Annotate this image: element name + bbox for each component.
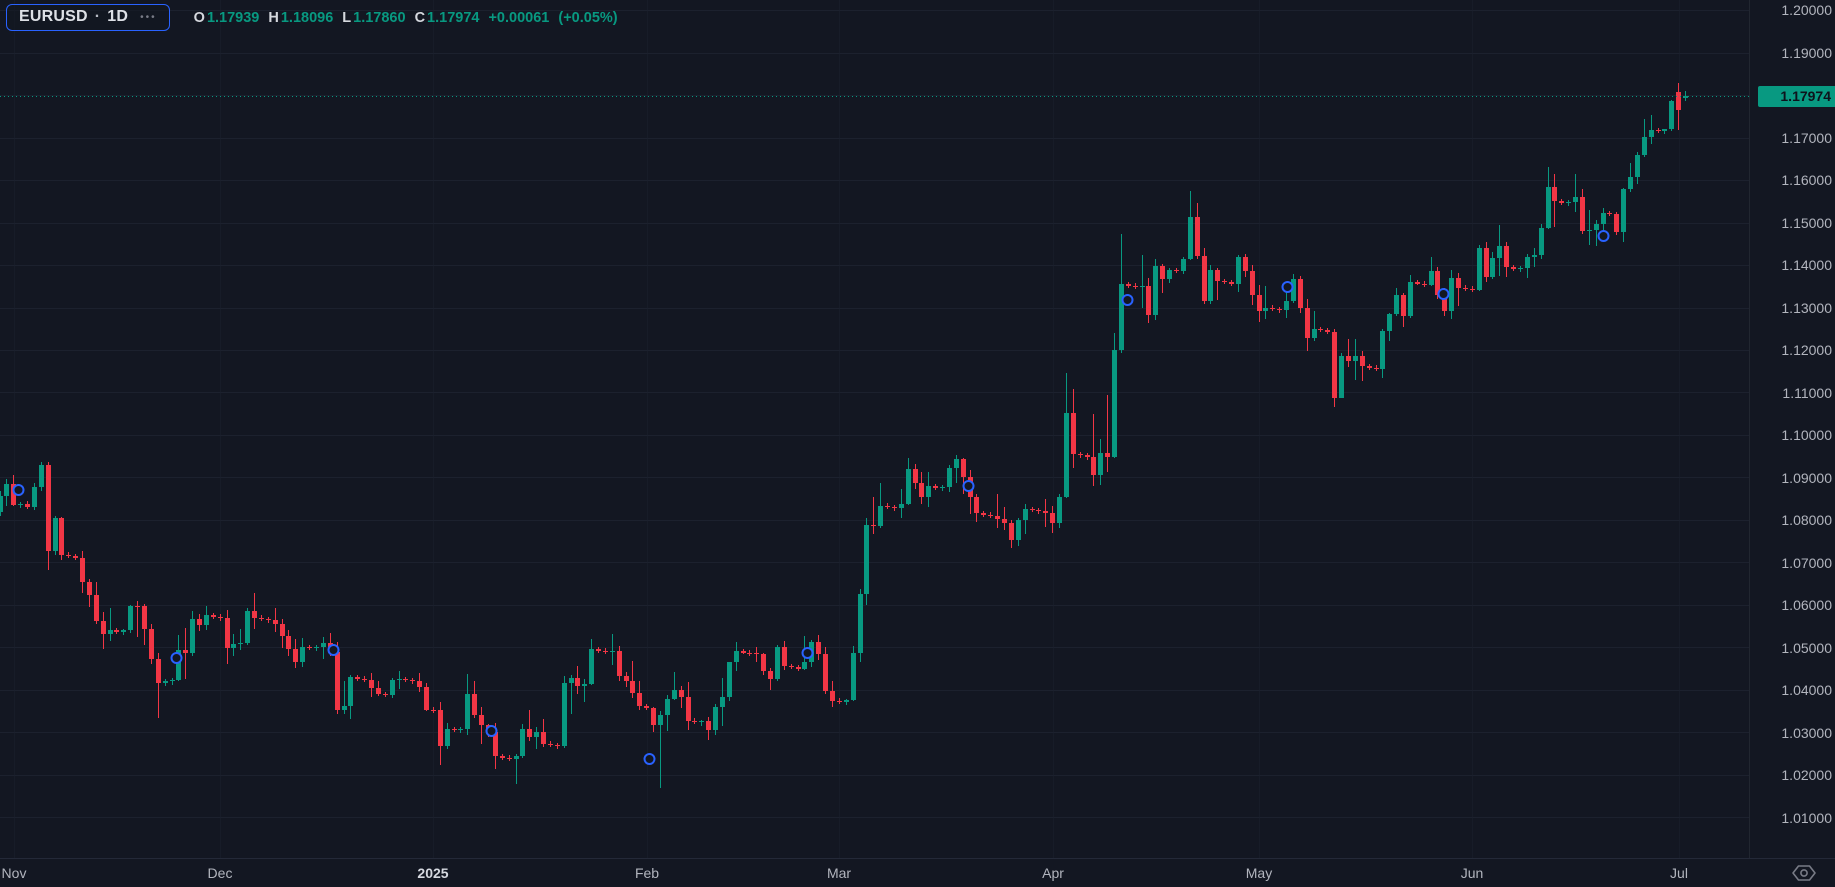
price-axis-label: 1.01000	[1781, 809, 1832, 826]
price-axis-label: 1.09000	[1781, 469, 1832, 486]
last-price-tag: 1.17974	[1758, 86, 1835, 108]
price-axis-label: 1.20000	[1781, 2, 1832, 18]
change-percent: (+0.05%)	[558, 9, 618, 26]
time-axis-label: Jun	[1460, 865, 1484, 881]
time-axis-label: Nov	[1, 865, 27, 881]
price-axis-label: 1.15000	[1781, 214, 1832, 231]
change-value: +0.00061	[488, 9, 550, 26]
candlestick-chart[interactable]	[0, 0, 1749, 858]
close-letter: C	[414, 9, 426, 26]
price-axis-label: 1.06000	[1781, 597, 1832, 613]
time-axis-settings-button[interactable]	[1789, 863, 1819, 883]
low-value: 1.17860	[353, 9, 406, 26]
time-axis[interactable]: Nov Dec 2025 Feb Mar Apr May Jun Jul	[0, 858, 1835, 887]
event-marker-circle[interactable]	[327, 644, 340, 656]
price-axis-label: 1.11000	[1782, 384, 1832, 401]
price-axis-label: 1.12000	[1781, 342, 1832, 358]
open-readout: O 1.17939	[194, 10, 260, 26]
time-axis-label: Apr	[1042, 865, 1064, 881]
price-axis-label: 1.03000	[1781, 724, 1832, 741]
time-axis-label: Dec	[207, 865, 233, 881]
price-axis-label: 1.14000	[1781, 257, 1832, 273]
symbol-box[interactable]: EURUSD · 1D •••	[6, 4, 170, 31]
high-readout: H 1.18096	[268, 10, 333, 26]
event-marker-circle[interactable]	[485, 725, 498, 737]
more-options-dots-icon[interactable]: •••	[140, 12, 157, 23]
time-axis-label: May	[1245, 865, 1273, 881]
symbol-separator-dot: ·	[94, 8, 101, 25]
event-marker-circle[interactable]	[643, 753, 656, 765]
candles-layer	[0, 83, 1688, 788]
event-markers-layer	[12, 230, 1610, 765]
price-axis-label: 1.13000	[1781, 299, 1832, 316]
time-axis-label: Mar	[826, 865, 852, 881]
price-axis-label: 1.19000	[1781, 44, 1832, 61]
grid-layer	[0, 10, 1749, 818]
close-readout: C 1.17974	[415, 10, 480, 26]
price-axis-label: 1.08000	[1781, 512, 1832, 528]
event-marker-circle[interactable]	[1281, 281, 1294, 293]
high-letter: H	[268, 9, 279, 26]
high-value: 1.18096	[280, 9, 334, 26]
event-marker-circle[interactable]	[12, 484, 25, 496]
price-axis-label: 1.16000	[1781, 172, 1832, 188]
price-axis-label: 1.02000	[1781, 767, 1832, 783]
symbol-name: EURUSD	[19, 8, 88, 25]
event-marker-circle[interactable]	[1597, 230, 1610, 242]
ohlc-readout: O 1.17939 H 1.18096 L 1.17860 C 1.17974 …	[194, 10, 618, 26]
timeframe-label: 1D	[107, 8, 129, 25]
event-marker-circle[interactable]	[1121, 294, 1134, 306]
low-letter: L	[342, 9, 352, 26]
event-marker-circle[interactable]	[1437, 288, 1450, 300]
price-axis-label: 1.07000	[1781, 554, 1832, 571]
time-axis-label: Jul	[1670, 865, 1688, 881]
price-axis-label: 1.17000	[1781, 129, 1832, 146]
chart-plot-area[interactable]	[0, 0, 1749, 858]
open-value: 1.17939	[206, 9, 260, 26]
price-axis-label: 1.04000	[1781, 682, 1832, 698]
event-marker-circle[interactable]	[170, 652, 183, 664]
price-axis-label: 1.10000	[1781, 427, 1832, 443]
event-marker-circle[interactable]	[962, 480, 975, 492]
symbol-title: EURUSD · 1D	[19, 8, 128, 26]
legend: EURUSD · 1D ••• O 1.17939 H 1.18096 L 1.…	[6, 4, 618, 31]
price-axis-label: 1.05000	[1781, 639, 1832, 656]
low-readout: L 1.17860	[342, 10, 405, 26]
hexagon-circle-icon	[1792, 865, 1816, 881]
event-marker-circle[interactable]	[801, 647, 814, 659]
open-letter: O	[193, 9, 205, 26]
time-axis-label: Feb	[634, 865, 660, 881]
close-value: 1.17974	[427, 9, 480, 26]
time-axis-label: 2025	[417, 865, 449, 881]
price-axis[interactable]: 1.17974 1.20000 1.19000 1.17000 1.16000 1.15…	[1749, 0, 1835, 858]
